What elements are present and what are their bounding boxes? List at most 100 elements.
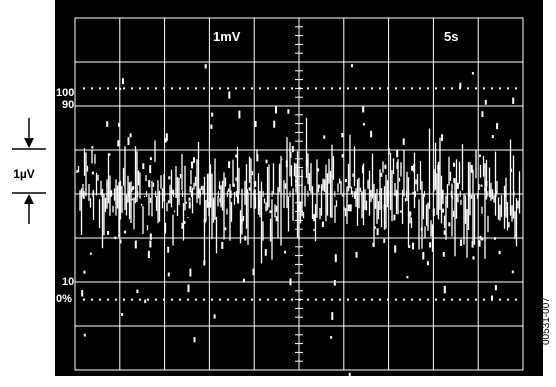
ref-label-90: 90 [62,99,74,111]
noise-speck [510,168,513,172]
noise-speck [269,210,272,214]
noise-speck [491,295,493,301]
noise-speck [361,165,364,174]
noise-speck [188,201,191,209]
noise-speck [299,201,302,209]
noise-speck [118,122,121,127]
noise-speck [406,276,409,279]
noise-speck [91,171,94,175]
noise-speck [291,146,294,153]
noise-speck [134,240,137,249]
noise-speck [181,222,184,229]
noise-speck [488,190,491,196]
noise-speck [264,249,267,256]
noise-speck [189,268,192,277]
noise-speck [167,272,170,277]
noise-speck [106,121,109,127]
noise-speck [287,109,290,114]
noise-speck [459,82,462,89]
noise-speck [285,160,288,168]
amplitude-scale-label: 1µV [13,167,35,181]
noise-speck [496,123,499,130]
noise-speck [484,187,487,192]
noise-speck [374,226,376,229]
graticule-grid [74,17,524,371]
noise-speck [481,238,484,241]
noise-speck [121,313,124,316]
noise-speck [246,189,248,194]
noise-speck [144,299,147,304]
noise-speck [347,204,350,212]
noise-speck [183,221,186,224]
noise-speck [198,190,201,195]
noise-speck [83,333,86,337]
noise-speck [345,179,347,183]
noise-speck [258,200,260,208]
noise-speck [383,238,386,243]
noise-speck [331,312,334,320]
noise-speck [244,235,247,241]
noise-speck [443,285,446,294]
noise-speck [355,251,358,258]
noise-speck [273,120,276,128]
noise-speck [498,250,501,255]
noise-speck [396,150,399,158]
noise-speck [193,157,195,163]
noise-speck [203,219,206,224]
noise-speck [409,211,412,216]
noise-speck [83,270,86,274]
noise-speck [402,138,405,145]
figure-id: 00531-007 [541,297,552,345]
noise-trace [76,64,521,378]
noise-speck [117,140,120,147]
noise-speck [284,250,287,254]
noise-speck [441,194,444,198]
noise-speck [451,196,454,199]
noise-speck [341,133,344,138]
noise-speck [275,216,278,222]
noise-speck [394,245,397,253]
noise-speck [413,164,416,173]
noise-speck [432,208,435,217]
noise-trace-body [76,117,521,264]
noise-speck [471,72,474,75]
noise-speck [481,111,484,118]
arrow-up-icon [24,194,34,204]
noise-speck [456,182,459,189]
noise-speck [172,189,175,195]
noise-speck [426,261,429,266]
noise-speck [411,165,414,171]
noise-speck [429,242,432,248]
noise-speck [114,236,117,240]
noise-speck [108,153,111,156]
noise-speck [165,133,168,141]
noise-speck [442,252,445,257]
noise-speck [348,372,351,378]
noise-speck [295,179,298,183]
noise-speck [349,204,352,212]
noise-speck [334,254,337,263]
noise-speck [330,336,333,339]
noise-speck [164,138,167,143]
noise-speck [124,230,127,234]
noise-speck [149,165,152,173]
noise-speck [228,91,231,99]
noise-speck [443,230,446,235]
ref-label-100: 100 [56,87,74,99]
noise-speck [351,64,353,68]
noise-speck [191,161,194,169]
noise-speck [479,154,481,157]
noise-speck [252,268,255,276]
noise-speck [472,256,475,260]
noise-speck [512,97,515,104]
noise-speck [130,188,133,192]
noise-speck [142,163,145,170]
noise-speck [232,183,235,188]
noise-speck [380,172,383,177]
noise-speck [275,106,277,114]
noise-speck [235,154,238,158]
ref-label-10: 10 [62,276,74,288]
noise-speck [129,133,132,138]
noise-speck [479,235,482,240]
noise-speck [471,241,474,248]
